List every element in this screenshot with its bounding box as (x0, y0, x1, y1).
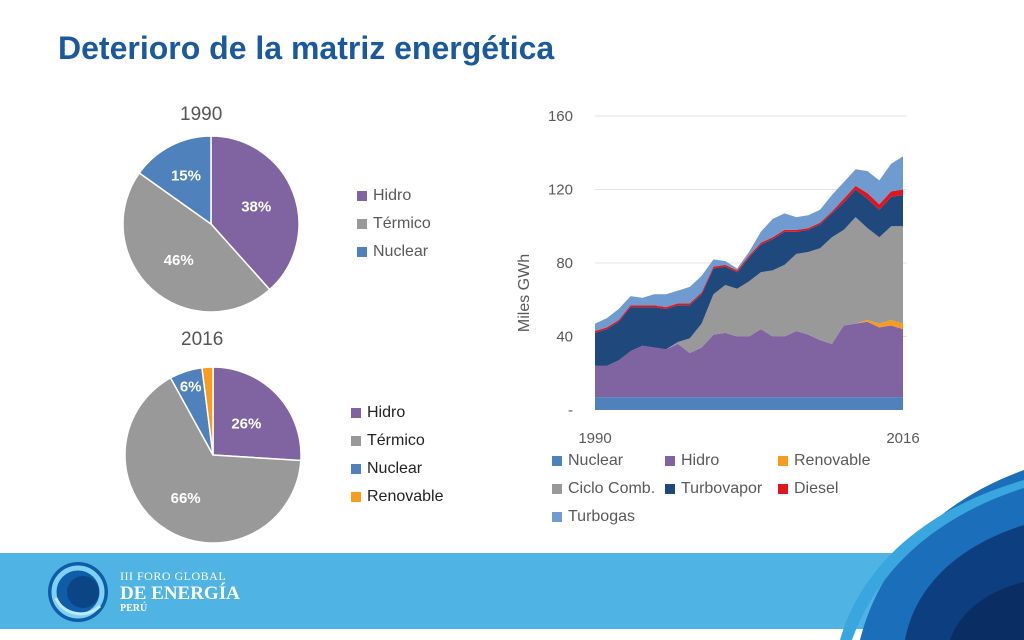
legend-item-termico: Térmico (351, 427, 444, 455)
legend-item-renovable: Renovable (351, 483, 444, 511)
pie-slice-label: 66% (171, 490, 201, 507)
pie-2016-title: 2016 (181, 329, 224, 350)
y-tick-label: 80 (556, 255, 573, 272)
pie-slice-hidro (212, 366, 302, 462)
legend-swatch (357, 247, 367, 257)
legend-item-renovable: Renovable (778, 452, 871, 470)
legend-item-hidro: Hidro (351, 399, 444, 427)
area-series-nuclear (595, 397, 903, 410)
pie-chart-1990: 38% 46% 15% (122, 135, 300, 313)
legend-swatch (552, 512, 562, 522)
pie-slice-label: 6% (180, 378, 202, 395)
legend-item-hidro: Hidro (357, 182, 431, 210)
legend-swatch (552, 456, 562, 466)
legend-item-turbovapor: Turbovapor (665, 480, 762, 498)
pie-1990-legend: Hidro Térmico Nuclear (357, 182, 431, 266)
legend-label: Diesel (794, 480, 839, 497)
legend-label: Hidro (373, 187, 412, 204)
pie-slice-label: 46% (164, 252, 194, 269)
y-tick-label: 120 (548, 182, 573, 199)
x-tick-label: 2016 (886, 430, 919, 447)
area-chart: - 40 80 120 160 1990 2016 Miles GWh (516, 108, 920, 447)
legend-swatch (552, 484, 562, 494)
legend-swatch (665, 456, 675, 466)
legend-swatch (351, 408, 361, 418)
legend-label: Nuclear (568, 452, 624, 469)
pie-slice-nuclear (138, 135, 212, 226)
pie-slice-termico (124, 376, 302, 544)
area-series-hidro (595, 321, 903, 398)
legend-label: Térmico (367, 432, 425, 449)
pie-slice-hidro (210, 135, 300, 291)
legend-label: Renovable (794, 452, 871, 469)
legend-label: Renovable (367, 488, 444, 505)
forum-logo-text: III FORO GLOBAL DE ENERGÍA PERÚ (120, 569, 240, 614)
legend-swatch (357, 219, 367, 229)
pie-chart-2016: 26% 66% 6% (124, 366, 302, 544)
legend-label: Nuclear (367, 460, 423, 477)
legend-swatch (351, 436, 361, 446)
pie-slice-label: 38% (241, 199, 271, 216)
x-tick-label: 1990 (578, 430, 611, 447)
logo-line3: PERÚ (120, 603, 148, 614)
page-title: Deterioro de la matriz energética (58, 30, 555, 66)
area-series-diesel (595, 185, 903, 333)
legend-swatch (778, 484, 788, 494)
legend-swatch (778, 456, 788, 466)
y-axis-label: Miles GWh (516, 254, 533, 332)
legend-label: Hidro (681, 452, 720, 469)
logo-line2: DE ENERGÍA (120, 583, 240, 604)
y-tick-label: - (568, 402, 573, 419)
legend-item-nuclear: Nuclear (552, 452, 623, 470)
legend-swatch (351, 464, 361, 474)
area-series-turbovapor (595, 189, 903, 366)
pie-slice-label: 15% (171, 168, 201, 185)
legend-item-termico: Térmico (357, 210, 431, 238)
legend-item-diesel: Diesel (778, 480, 838, 498)
pie-slice-label: 26% (231, 416, 261, 433)
legend-item-nuclear: Nuclear (351, 455, 444, 483)
legend-label: Turbovapor (681, 480, 763, 497)
legend-item-turbogas: Turbogas (552, 508, 635, 526)
logo-line1: III FORO GLOBAL (120, 569, 227, 583)
pie-1990-title: 1990 (180, 104, 223, 125)
legend-label: Ciclo Comb. (568, 480, 656, 497)
pie-2016-legend: Hidro Térmico Nuclear Renovable (351, 399, 444, 511)
legend-item-hidro: Hidro (665, 452, 719, 470)
legend-item-ciclo-comb: Ciclo Comb. (552, 480, 655, 498)
legend-label: Turbogas (568, 508, 635, 525)
y-tick-label: 40 (556, 329, 573, 346)
legend-swatch (357, 191, 367, 201)
legend-swatch (665, 484, 675, 494)
y-tick-label: 160 (548, 108, 573, 125)
legend-label: Nuclear (373, 243, 429, 260)
legend-label: Térmico (373, 215, 431, 232)
legend-item-nuclear: Nuclear (357, 238, 431, 266)
legend-label: Hidro (367, 404, 406, 421)
pie-slice-termico (122, 171, 271, 313)
area-series-ciclo-comb (595, 217, 903, 366)
legend-swatch (351, 492, 361, 502)
pie-slice-renovable (201, 366, 214, 456)
